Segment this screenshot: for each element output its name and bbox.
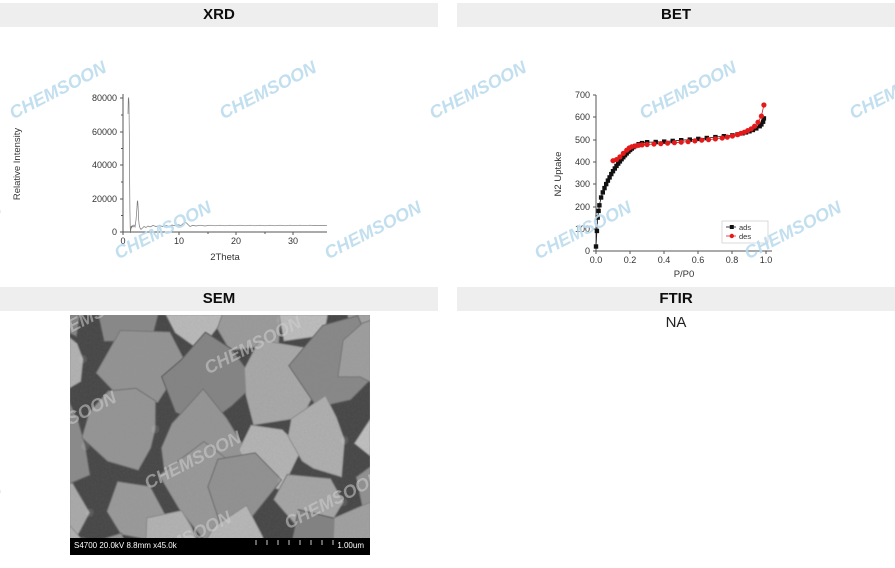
svg-text:0.0: 0.0 [590,255,603,265]
svg-text:700: 700 [575,90,590,100]
svg-text:20000: 20000 [92,194,117,204]
svg-text:N2 Uptake: N2 Uptake [553,152,564,197]
svg-text:2Theta: 2Theta [210,252,240,263]
svg-text:0: 0 [120,236,125,246]
svg-text:10: 10 [174,236,184,246]
svg-text:100: 100 [575,224,590,234]
svg-text:0.8: 0.8 [726,255,739,265]
svg-text:0: 0 [112,227,117,237]
svg-text:ads: ads [739,223,751,232]
svg-text:Relative Intensity: Relative Intensity [12,128,23,201]
svg-text:P/P0: P/P0 [674,269,695,280]
svg-text:600: 600 [575,112,590,122]
svg-text:des: des [739,232,751,241]
svg-text:200: 200 [575,202,590,212]
svg-text:40000: 40000 [92,160,117,170]
svg-text:80000: 80000 [92,93,117,103]
svg-text:1.0: 1.0 [760,255,773,265]
svg-text:0.4: 0.4 [658,255,671,265]
svg-text:0.2: 0.2 [624,255,637,265]
svg-text:400: 400 [575,157,590,167]
svg-text:60000: 60000 [92,127,117,137]
svg-text:30: 30 [288,236,298,246]
svg-text:20: 20 [231,236,241,246]
svg-text:0.6: 0.6 [692,255,705,265]
svg-text:300: 300 [575,179,590,189]
svg-text:500: 500 [575,135,590,145]
